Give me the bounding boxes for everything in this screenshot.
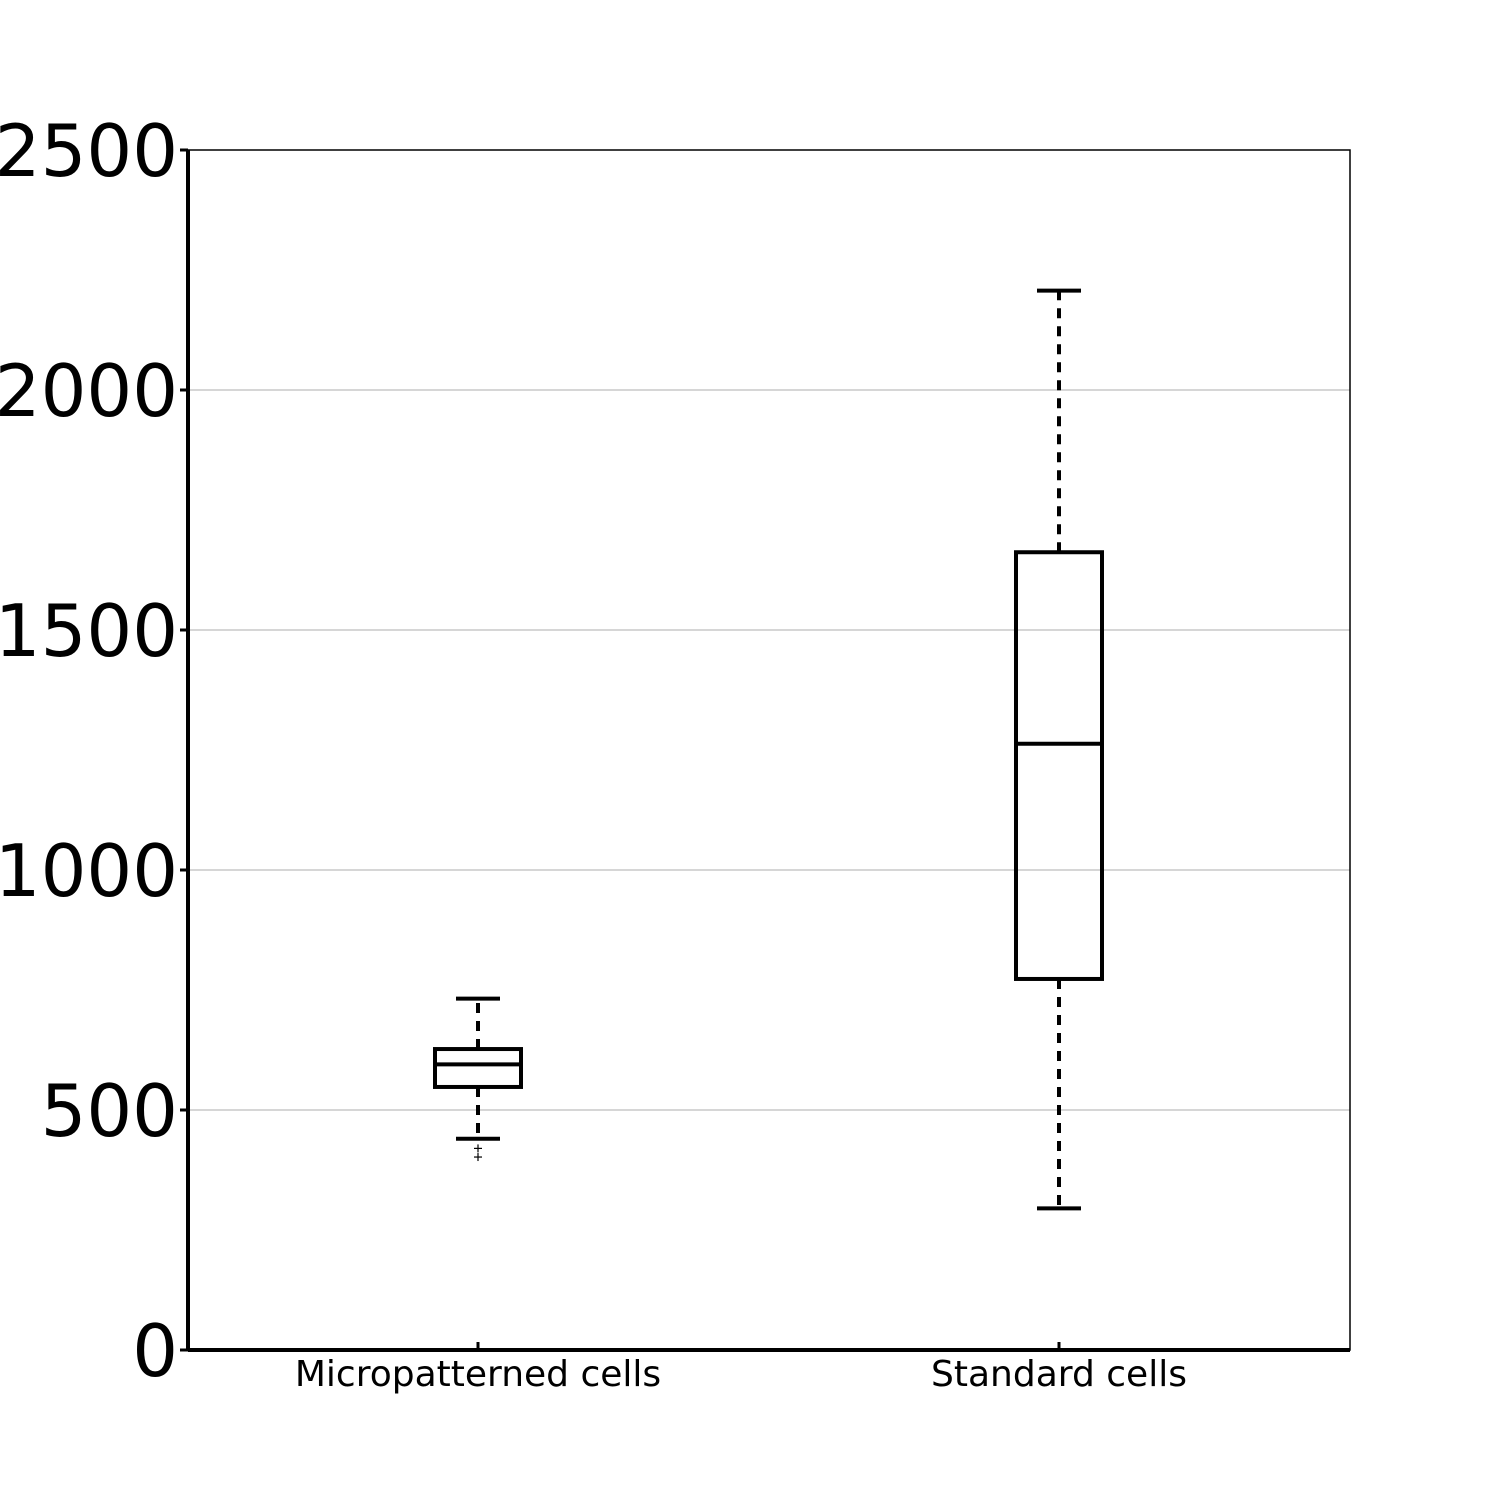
y-tick-label: 1000	[0, 829, 178, 913]
grid-lines	[188, 389, 1350, 1111]
y-tick-label: 0	[132, 1309, 178, 1393]
outlier-marker	[474, 1153, 482, 1162]
plot-frame	[187, 149, 1351, 1351]
y-axis-ticks: 0 500 1000 1500 2000 2500	[0, 109, 188, 1393]
x-tick-label: Micropatterned cells	[295, 1354, 661, 1395]
box-1	[433, 996, 523, 1162]
y-tick-label: 500	[41, 1069, 178, 1153]
x-tick-label: Standard cells	[931, 1354, 1187, 1395]
y-tick-label: 2000	[0, 349, 178, 433]
y-tick-label: 2500	[0, 109, 178, 193]
iqr-box	[1014, 550, 1104, 981]
x-axis-ticks: Micropatterned cells Standard cells	[295, 1342, 1187, 1395]
outlier-marker	[474, 1144, 482, 1153]
y-tick-label: 1500	[0, 589, 178, 673]
iqr-box	[433, 1047, 523, 1089]
box-2	[1014, 288, 1104, 1211]
boxes	[433, 288, 1104, 1211]
